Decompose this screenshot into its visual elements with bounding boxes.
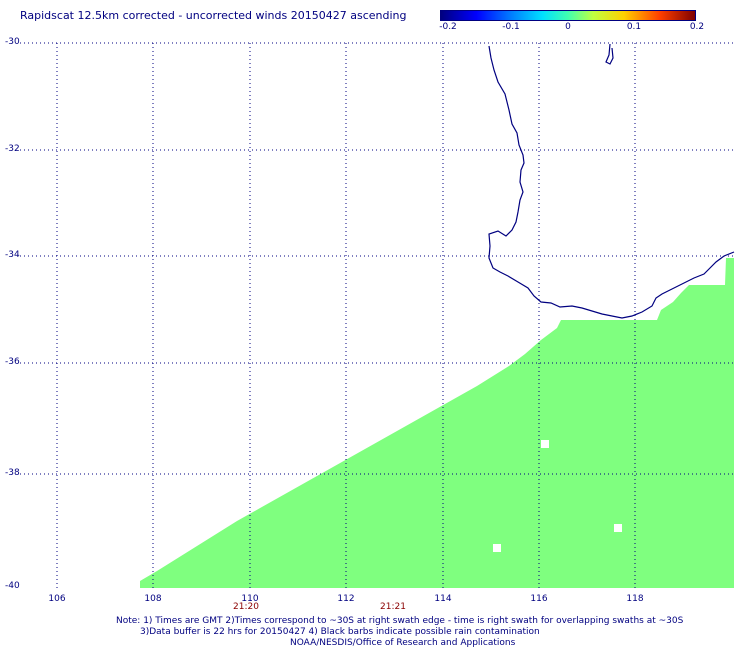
lat-label: -34 — [5, 250, 20, 260]
note-line-1: Note: 1) Times are GMT 2)Times correspon… — [116, 616, 684, 626]
colorbar — [440, 10, 696, 21]
lon-label: 114 — [434, 594, 452, 604]
time-label: 21:20 — [233, 602, 259, 612]
lat-lon-grid — [20, 42, 734, 588]
missing-data-cell — [541, 440, 549, 448]
missing-data-cell — [493, 544, 501, 552]
coastline-inlet — [605, 43, 614, 65]
colorbar-label: -0.2 — [439, 22, 457, 32]
lon-label: 118 — [626, 594, 644, 604]
lon-label: 108 — [144, 594, 162, 604]
lon-label: 116 — [530, 594, 548, 604]
coastline — [488, 45, 735, 319]
lon-label: 106 — [48, 594, 66, 604]
lat-label: -40 — [5, 581, 20, 591]
lat-label: -36 — [5, 357, 20, 367]
time-label: 21:21 — [380, 602, 406, 612]
map-title: Rapidscat 12.5km corrected - uncorrected… — [20, 9, 407, 22]
lon-label: 112 — [337, 594, 355, 604]
lat-label: -38 — [5, 468, 20, 478]
wind-swath — [140, 258, 734, 588]
note-line-2: 3)Data buffer is 22 hrs for 20150427 4) … — [140, 627, 540, 637]
lat-label: -32 — [5, 144, 20, 154]
credit-line: NOAA/NESDIS/Office of Research and Appli… — [290, 638, 516, 648]
colorbar-label: -0.1 — [502, 22, 520, 32]
missing-data-cell — [614, 524, 622, 532]
colorbar-label: 0 — [565, 22, 571, 32]
lat-label: -30 — [5, 37, 20, 47]
colorbar-label: 0.1 — [626, 22, 642, 32]
colorbar-label: 0.2 — [689, 22, 705, 32]
lon-label: 110 — [241, 594, 259, 604]
